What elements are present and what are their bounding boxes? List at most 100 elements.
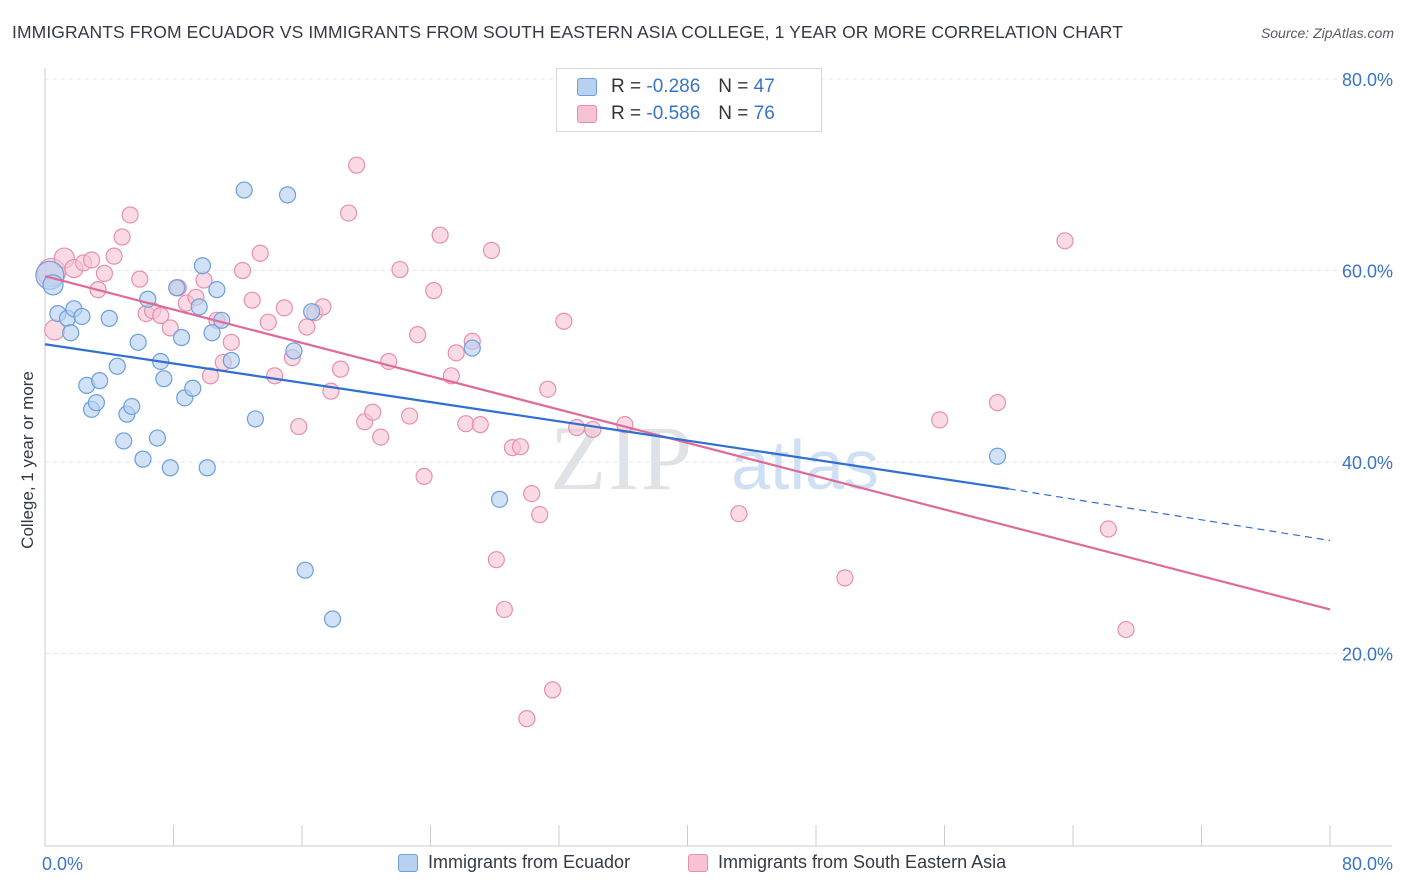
se-asia-point bbox=[568, 418, 586, 437]
y-axis-label: College, 1 year or more bbox=[18, 371, 37, 549]
se-asia-point bbox=[584, 420, 602, 439]
ecuador-trend-extension bbox=[1008, 488, 1331, 542]
se-asia-point bbox=[113, 228, 131, 246]
legend-n-label: N = bbox=[718, 103, 749, 124]
ecuador-point bbox=[108, 357, 126, 375]
ecuador-point bbox=[278, 186, 297, 204]
legend-n-label: N = bbox=[718, 76, 749, 97]
se-asia-point bbox=[201, 367, 220, 385]
y-tick-label: 40.0% bbox=[1342, 453, 1393, 473]
tick-labels: 20.0% 40.0% 60.0% 80.0% 0.0% 80.0% bbox=[42, 70, 1393, 874]
se-asia-swatch bbox=[688, 853, 708, 872]
se-asia-point bbox=[348, 156, 366, 174]
se-asia-point bbox=[409, 326, 427, 344]
se-asia-point bbox=[425, 282, 443, 300]
series-legend: Immigrants from Ecuador Immigrants from … bbox=[0, 852, 1406, 878]
legend-row-series2: R = -0.586 N = 76 bbox=[577, 102, 775, 126]
se-asia-point bbox=[105, 247, 123, 265]
se-asia-point bbox=[523, 484, 541, 503]
se-asia-point bbox=[518, 710, 536, 728]
series1-swatch bbox=[577, 78, 597, 96]
ecuador-point bbox=[87, 394, 106, 412]
se-asia-point bbox=[121, 206, 139, 224]
legend-n-value-series1: 47 bbox=[753, 76, 775, 97]
se-asia-point bbox=[447, 344, 465, 362]
se-asia-point bbox=[539, 380, 557, 398]
se-asia-point bbox=[222, 333, 240, 351]
ecuador-point bbox=[172, 328, 191, 347]
legend-label-se-asia: Immigrants from South Eastern Asia bbox=[718, 852, 1007, 872]
ecuador-point bbox=[168, 279, 186, 297]
se-asia-trend-line bbox=[44, 275, 1331, 611]
se-asia-point bbox=[372, 428, 390, 446]
se-asia-point bbox=[401, 407, 419, 425]
se-asia-point bbox=[543, 681, 562, 699]
se-asia-point bbox=[1099, 520, 1117, 538]
se-asia-point bbox=[487, 551, 505, 569]
ecuador-point bbox=[184, 379, 202, 397]
ecuador-point bbox=[190, 298, 208, 316]
source-credit: Source: ZipAtlas.com bbox=[1260, 25, 1394, 41]
se-asia-point bbox=[364, 403, 382, 421]
ecuador-point bbox=[303, 303, 321, 321]
se-asia-point bbox=[95, 264, 114, 282]
ecuador-point bbox=[285, 342, 303, 360]
se-asia-point bbox=[266, 367, 284, 385]
se-asia-point bbox=[391, 260, 409, 279]
se-asia-point bbox=[290, 417, 308, 436]
se-asia-point bbox=[471, 416, 489, 434]
ecuador-point bbox=[91, 372, 109, 390]
se-asia-point bbox=[131, 270, 149, 288]
se-asia-point bbox=[82, 251, 101, 269]
ecuador-point bbox=[208, 281, 226, 299]
ecuador-point bbox=[235, 181, 253, 199]
legend-item-se-asia: Immigrants from South Eastern Asia bbox=[688, 852, 1006, 873]
se-asia-point bbox=[1117, 620, 1135, 639]
ecuador-point bbox=[134, 450, 152, 468]
ecuador-trend-line bbox=[44, 343, 1009, 490]
se-asia-point bbox=[511, 438, 530, 456]
se-asia-point bbox=[931, 411, 949, 429]
se-asia-point bbox=[431, 226, 449, 244]
legend-n-value-series2: 76 bbox=[753, 103, 775, 124]
ecuador-point bbox=[246, 410, 265, 428]
se-asia-point bbox=[161, 319, 179, 337]
se-asia-point bbox=[243, 291, 261, 309]
ecuador-point bbox=[323, 610, 342, 628]
se-asia-point bbox=[339, 204, 358, 222]
x-tick-label-max: 80.0% bbox=[1342, 854, 1393, 874]
grid-lines bbox=[45, 78, 1392, 654]
se-asia-point bbox=[531, 506, 549, 524]
y-tick-label: 60.0% bbox=[1342, 262, 1393, 282]
ecuador-swatch bbox=[398, 853, 418, 872]
ecuador-point bbox=[148, 429, 167, 447]
se-asia-point bbox=[251, 244, 269, 262]
ecuador-point bbox=[73, 307, 91, 326]
ecuador-point bbox=[155, 370, 173, 388]
legend-r-label: R = bbox=[611, 76, 642, 97]
x-tick-label-min: 0.0% bbox=[42, 854, 83, 874]
legend-r-label: R = bbox=[611, 103, 642, 124]
se-asia-point bbox=[275, 299, 293, 317]
y-tick-label: 80.0% bbox=[1342, 70, 1393, 90]
se-asia-point bbox=[482, 241, 501, 259]
se-asia-point bbox=[457, 415, 475, 433]
se-asia-point bbox=[1056, 232, 1074, 250]
legend-r-value-series2: -0.586 bbox=[646, 103, 701, 124]
trend-lines bbox=[44, 275, 1331, 611]
ecuador-point bbox=[198, 459, 216, 477]
ecuador-point bbox=[222, 351, 240, 370]
ecuador-point bbox=[62, 324, 80, 342]
ecuador-point bbox=[193, 257, 212, 275]
legend-item-ecuador: Immigrants from Ecuador bbox=[398, 852, 630, 873]
axes bbox=[44, 68, 1392, 847]
legend-row-series1: R = -0.286 N = 47 bbox=[577, 75, 775, 99]
se-asia-point bbox=[152, 306, 170, 325]
y-axis-label-container: College, 1 year or more bbox=[0, 350, 56, 570]
se-asia-point bbox=[331, 360, 350, 378]
legend-r-value-series1: -0.286 bbox=[646, 76, 701, 97]
ecuador-point bbox=[203, 324, 221, 342]
ecuador-point bbox=[100, 309, 118, 327]
chart-title: IMMIGRANTS FROM ECUADOR VS IMMIGRANTS FR… bbox=[12, 22, 1123, 42]
